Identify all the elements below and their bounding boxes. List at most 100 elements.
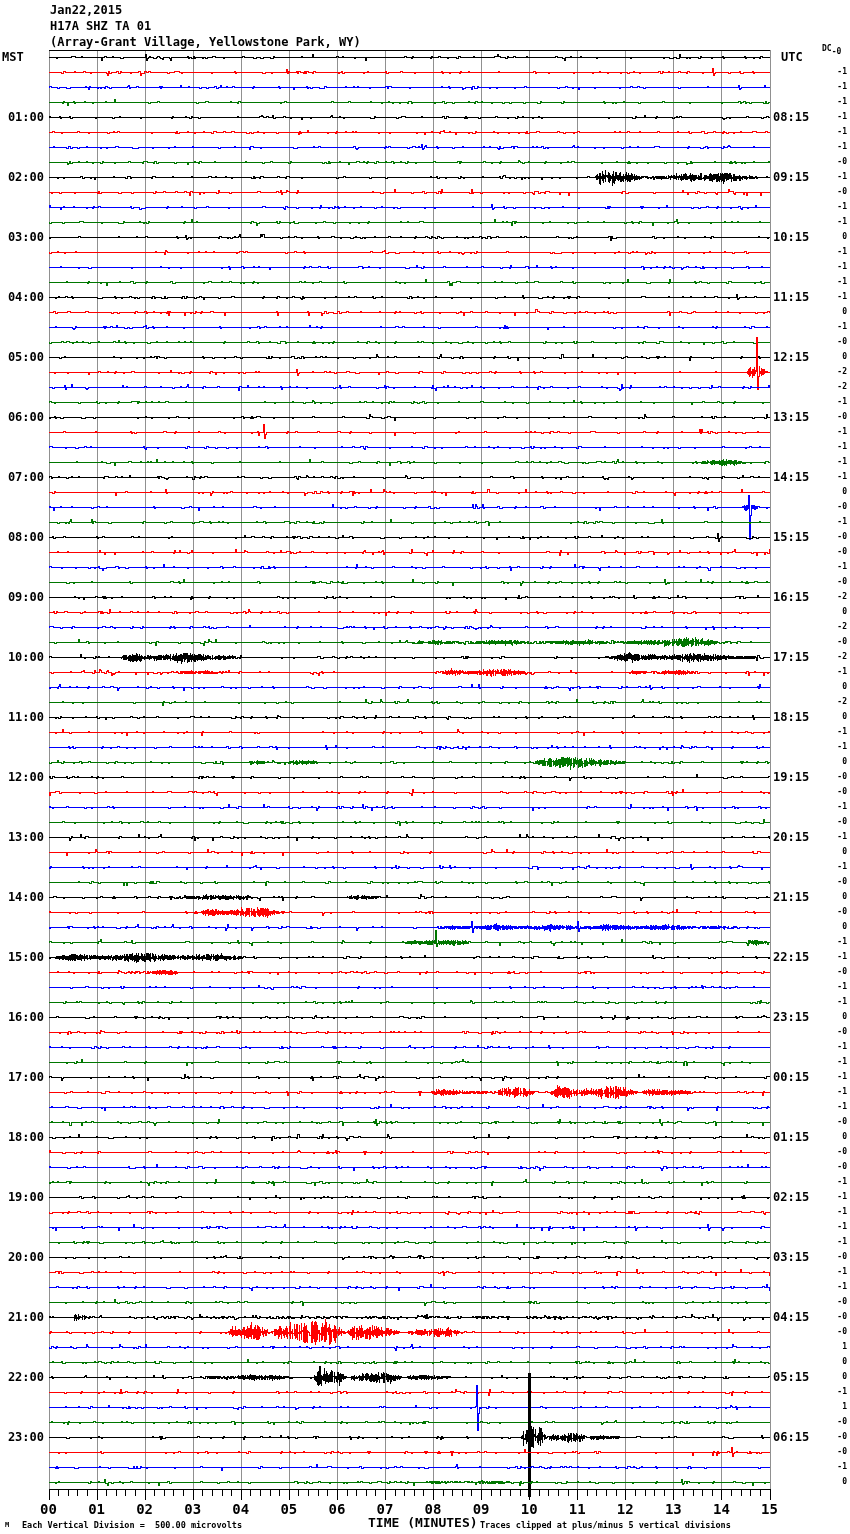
dc-offset-first-value: -0 <box>832 47 842 56</box>
dc-offset-value: -1 <box>821 1087 847 1096</box>
x-tick-label: 10 <box>514 1501 544 1517</box>
dc-offset-value: -1 <box>821 832 847 841</box>
dc-offset-value: 1 <box>821 1342 847 1351</box>
dc-offset-value: -1 <box>821 457 847 466</box>
dc-offset-value: 0 <box>821 232 847 241</box>
dc-offset-value: 0 <box>821 757 847 766</box>
dc-offset-value: -1 <box>821 1237 847 1246</box>
left-time-label: 05:00 <box>0 350 44 364</box>
right-time-label: 14:15 <box>773 470 809 484</box>
dc-offset-value: -1 <box>821 97 847 106</box>
dc-offset-value: -1 <box>821 82 847 91</box>
dc-offset-value: -1 <box>821 322 847 331</box>
right-time-label: 09:15 <box>773 170 809 184</box>
dc-offset-value: -0 <box>821 577 847 586</box>
left-time-label: 14:00 <box>0 890 44 904</box>
dc-offset-value: -0 <box>821 877 847 886</box>
dc-offset-value: -0 <box>821 1162 847 1171</box>
dc-offset-value: -0 <box>821 817 847 826</box>
dc-offset-value: -1 <box>821 727 847 736</box>
dc-offset-value: -1 <box>821 427 847 436</box>
dc-offset-value: -0 <box>821 787 847 796</box>
dc-offset-value: -0 <box>821 772 847 781</box>
dc-offset-value: -1 <box>821 562 847 571</box>
seismogram-traces <box>0 0 850 1534</box>
left-time-label: 21:00 <box>0 1310 44 1324</box>
dc-offset-value: 0 <box>821 682 847 691</box>
dc-offset-value: -1 <box>821 1207 847 1216</box>
dc-offset-value: -0 <box>821 547 847 556</box>
left-time-label: 17:00 <box>0 1070 44 1084</box>
dc-offset-value: -0 <box>821 1147 847 1156</box>
dc-offset-value: -1 <box>821 67 847 76</box>
dc-offset-value: -1 <box>821 1267 847 1276</box>
dc-offset-value: -1 <box>821 802 847 811</box>
dc-offset-value: -0 <box>821 502 847 511</box>
left-time-label: 03:00 <box>0 230 44 244</box>
dc-offset-value: -1 <box>821 1282 847 1291</box>
left-axis-title: MST <box>2 50 24 64</box>
dc-offset-value: 0 <box>821 1372 847 1381</box>
right-time-label: 02:15 <box>773 1190 809 1204</box>
dc-offset-value: -0 <box>821 1312 847 1321</box>
dc-offset-value: -1 <box>821 517 847 526</box>
left-time-label: 01:00 <box>0 110 44 124</box>
dc-offset-value: -0 <box>821 1027 847 1036</box>
dc-offset-value: -2 <box>821 622 847 631</box>
x-tick-label: 00 <box>34 1501 64 1517</box>
dc-offset-value: -1 <box>821 472 847 481</box>
dc-offset-value: -1 <box>821 127 847 136</box>
footer-clip-note: Traces clipped at plus/minus 5 vertical … <box>480 1520 731 1530</box>
dc-offset-value: -1 <box>821 862 847 871</box>
dc-offset-value: -0 <box>821 1327 847 1336</box>
left-time-label: 09:00 <box>0 590 44 604</box>
x-tick-label: 01 <box>82 1501 112 1517</box>
dc-offset-value: -1 <box>821 667 847 676</box>
x-tick-label: 05 <box>274 1501 304 1517</box>
dc-offset-value: 0 <box>821 1357 847 1366</box>
dc-offset-value: -2 <box>821 382 847 391</box>
dc-offset-value: 0 <box>821 307 847 316</box>
left-time-label: 06:00 <box>0 410 44 424</box>
left-time-label: 22:00 <box>0 1370 44 1384</box>
dc-offset-value: -2 <box>821 367 847 376</box>
dc-offset-header: DC-0 <box>822 44 841 53</box>
dc-offset-value: -0 <box>821 157 847 166</box>
dc-offset-value: -0 <box>821 187 847 196</box>
dc-offset-value: 0 <box>821 352 847 361</box>
dc-offset-value: -1 <box>821 997 847 1006</box>
x-tick-label: 04 <box>226 1501 256 1517</box>
dc-offset-value: -0 <box>821 907 847 916</box>
x-tick-label: 03 <box>178 1501 208 1517</box>
dc-offset-value: 0 <box>821 607 847 616</box>
dc-offset-value: 0 <box>821 487 847 496</box>
left-time-label: 15:00 <box>0 950 44 964</box>
left-time-label: 08:00 <box>0 530 44 544</box>
left-time-label: 12:00 <box>0 770 44 784</box>
right-time-label: 01:15 <box>773 1130 809 1144</box>
left-time-label: 10:00 <box>0 650 44 664</box>
right-time-label: 15:15 <box>773 530 809 544</box>
left-time-label: 20:00 <box>0 1250 44 1264</box>
x-tick-label: 12 <box>610 1501 640 1517</box>
dc-offset-value: -0 <box>821 1252 847 1261</box>
right-time-label: 18:15 <box>773 710 809 724</box>
helicorder-page: { "header": { "date": "Jan22,2015", "sta… <box>0 0 850 1534</box>
header-station: H17A SHZ TA 01 <box>50 19 151 33</box>
right-time-label: 00:15 <box>773 1070 809 1084</box>
dc-offset-value: -0 <box>821 532 847 541</box>
dc-offset-value: -1 <box>821 112 847 121</box>
left-time-label: 19:00 <box>0 1190 44 1204</box>
right-time-label: 05:15 <box>773 1370 809 1384</box>
dc-offset-value: -1 <box>821 397 847 406</box>
dc-offset-value: -1 <box>821 217 847 226</box>
dc-offset-value: -1 <box>821 1192 847 1201</box>
x-tick-label: 11 <box>562 1501 592 1517</box>
left-time-label: 07:00 <box>0 470 44 484</box>
right-time-label: 17:15 <box>773 650 809 664</box>
right-time-label: 10:15 <box>773 230 809 244</box>
dc-offset-value: -1 <box>821 262 847 271</box>
dc-offset-value: 1 <box>821 1402 847 1411</box>
right-axis-title: UTC <box>781 50 803 64</box>
dc-offset-value: -1 <box>821 742 847 751</box>
